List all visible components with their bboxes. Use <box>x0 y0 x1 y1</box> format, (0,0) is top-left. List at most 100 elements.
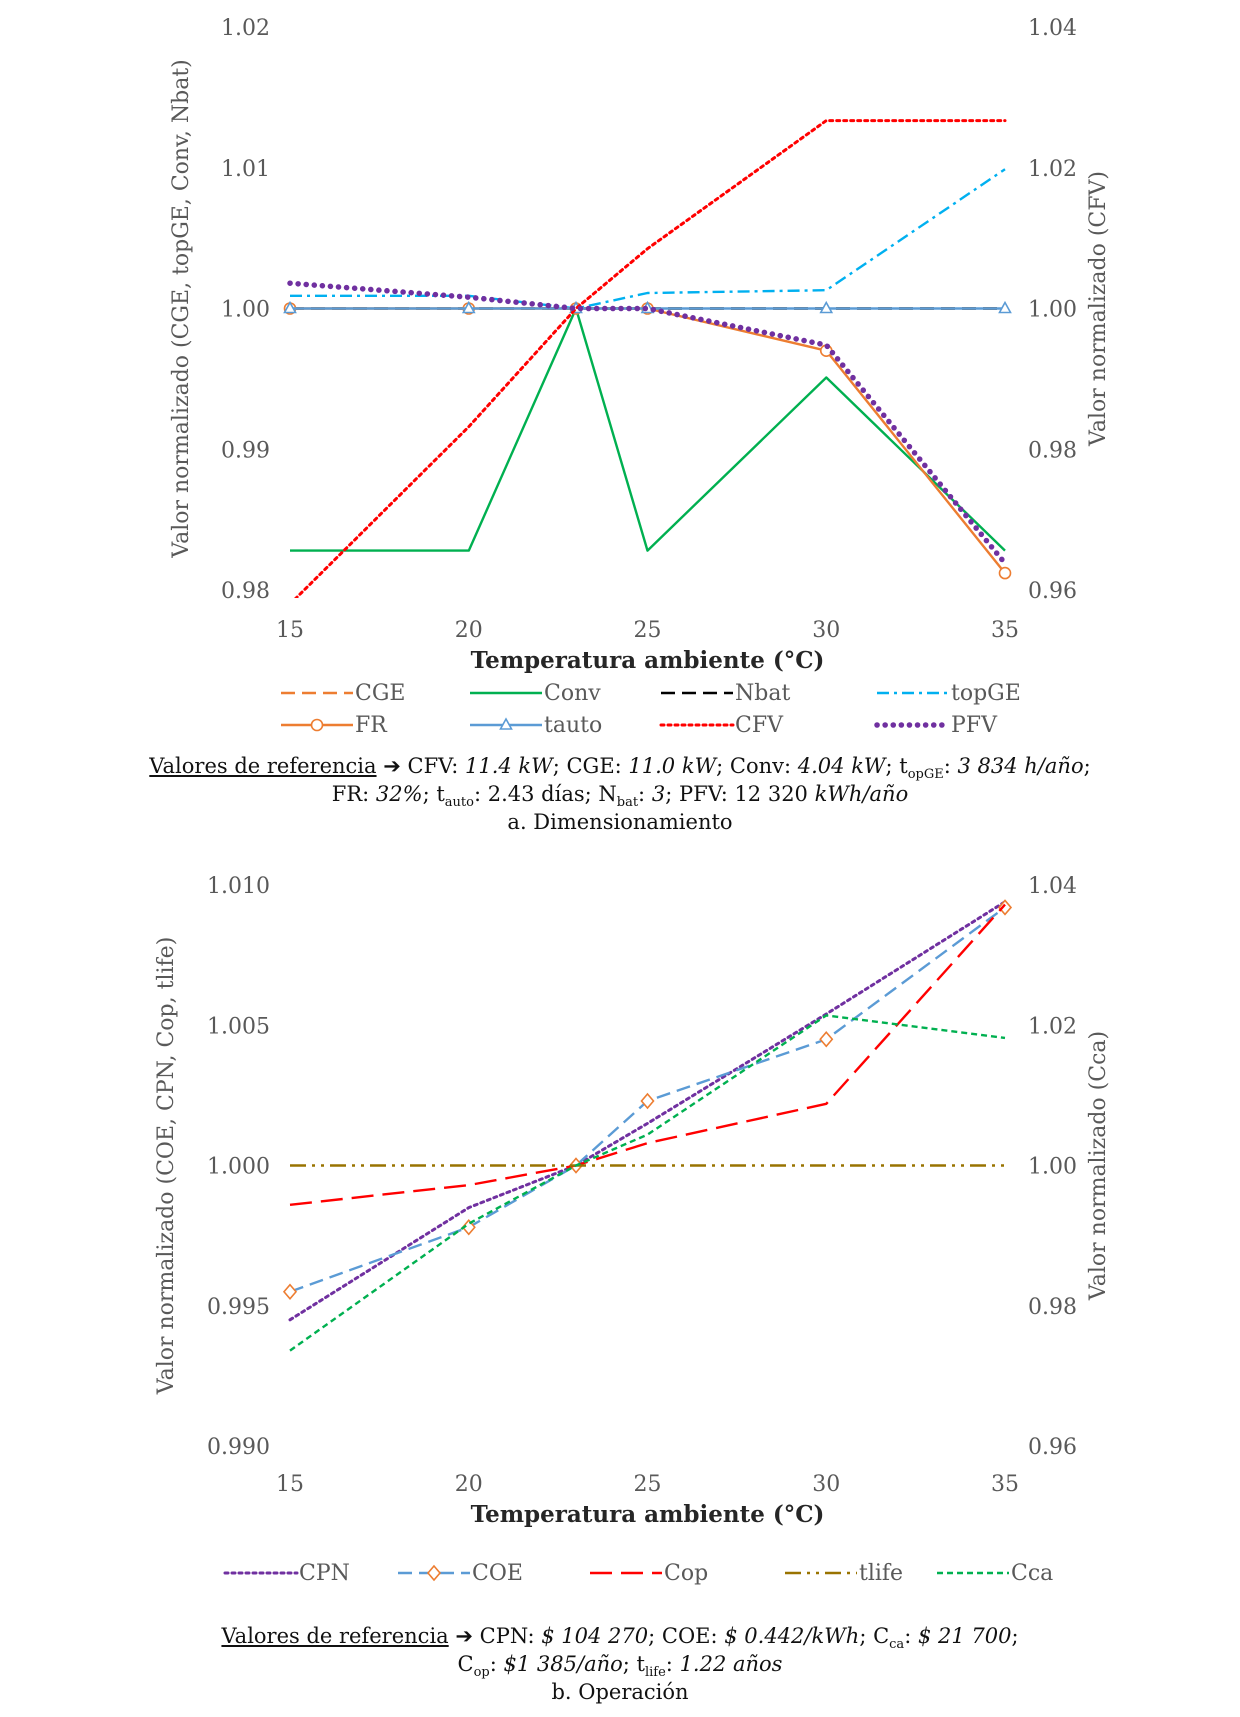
caption-text: FR: <box>331 782 376 806</box>
coe-marker <box>461 1218 476 1236</box>
y-left-tick-label: 0.99 <box>221 438 270 463</box>
caption-text: ; C <box>859 1624 890 1648</box>
y-right-tick-label: 0.98 <box>1028 438 1077 463</box>
x-tick-label: 30 <box>812 618 840 643</box>
y-right-tick-label: 1.02 <box>1028 157 1077 182</box>
caption-text: ; Conv: <box>716 754 798 778</box>
y-right-tick-label: 1.00 <box>1028 1155 1077 1180</box>
x-tick-label: 25 <box>634 618 662 643</box>
series-topge-line <box>290 168 1006 310</box>
caption-text: ca <box>889 1637 905 1653</box>
series-coe-line <box>289 906 1006 1293</box>
caption-text: : <box>665 1652 680 1676</box>
y-right-axis-title: Valor normalizado (CFV) <box>1086 171 1111 447</box>
chart-dimensionamiento: 0.98 0.99 1.00 1.01 1.02 0.96 0.98 1.00 1.02 1.04… <box>169 16 1111 738</box>
plot-area <box>282 899 1013 1352</box>
series-pfv-line <box>287 280 1008 567</box>
caption-text: ; CGE: <box>552 754 629 778</box>
caption-b-line2: Cop: $1 385/año; tlife: 1.22 años <box>0 1650 1240 1687</box>
y-right-tick-label: 1.02 <box>1028 1014 1077 1039</box>
caption-a-line1: Valores de referencia ➔ CFV: 11.4 kW; CG… <box>0 752 1240 789</box>
x-tick-label: 20 <box>455 1472 483 1497</box>
series-cpn-line <box>288 900 1007 1322</box>
legend-label-cca: Cca <box>1011 1561 1053 1586</box>
caption-text: ; t <box>885 754 908 778</box>
caption-text: 4.04 kW <box>797 754 886 778</box>
coe-marker <box>997 899 1013 916</box>
caption-b-line1: Valores de referencia ➔ CPN: $ 104 270; … <box>0 1622 1240 1659</box>
caption-text: CFV: <box>400 754 465 778</box>
legend-label-coe: COE <box>472 1561 523 1586</box>
y-right-tick-label: 0.96 <box>1028 1435 1077 1460</box>
caption-a-line2: FR: 32%; tauto: 2.43 días; Nbat: 3; PFV:… <box>0 780 1240 817</box>
tauto-marker <box>499 717 513 730</box>
caption-text: opGE <box>907 767 944 783</box>
y-left-tick-label: 1.010 <box>207 874 270 899</box>
x-tick-label: 35 <box>991 1472 1019 1497</box>
x-tick-label: 15 <box>276 1472 304 1497</box>
y-left-tick-label: 0.995 <box>207 1295 270 1320</box>
y-left-tick-label: 1.00 <box>221 298 270 323</box>
caption-text: $1 385/año <box>503 1652 623 1676</box>
x-tick-label: 15 <box>276 618 304 643</box>
caption-text: 1.22 años <box>679 1652 783 1676</box>
y-left-axis-title: Valor normalizado (COE, CPN, Cop, tlife) <box>154 937 179 1396</box>
y-right-tick-label: 1.04 <box>1028 16 1077 41</box>
caption-text: ; COE: <box>648 1624 725 1648</box>
x-axis-title: Temperatura ambiente (°C) <box>471 647 825 674</box>
x-axis-title: Temperatura ambiente (°C) <box>471 1501 825 1528</box>
plot-area <box>283 119 1012 598</box>
coe-marker <box>282 1283 298 1300</box>
legend-label-cfv: CFV <box>735 713 784 738</box>
y-right-tick-label: 0.98 <box>1028 1295 1077 1320</box>
fr-marker <box>310 718 324 732</box>
caption-text: op <box>473 1665 490 1681</box>
y-right-tick-label: 1.00 <box>1028 298 1077 323</box>
caption-text: : <box>904 1624 918 1648</box>
y-right-axis-title: Valor normalizado (Cca) <box>1086 1031 1111 1301</box>
caption-text: ; t <box>622 1652 645 1676</box>
legend-label-fr: FR <box>355 713 388 738</box>
caption-b-title: b. Operación <box>551 1680 689 1704</box>
legend-label-topge: topGE <box>951 681 1021 706</box>
legend-label-tlife: tlife <box>859 1561 903 1586</box>
caption-text: ; t <box>422 782 445 806</box>
caption-text: auto <box>444 795 474 811</box>
arrow-icon: ➔ <box>383 754 401 778</box>
caption-text: life <box>644 1665 666 1681</box>
series-fr-line <box>290 307 1006 574</box>
series-cfv-line <box>294 119 1007 598</box>
caption-text: 32% <box>375 782 423 806</box>
legend-label-nbat: Nbat <box>735 681 790 706</box>
coe-marker <box>640 1092 655 1110</box>
series-cca-line <box>289 1014 1006 1352</box>
coe-marker <box>426 1564 442 1582</box>
caption-text: 11.0 kW <box>628 754 717 778</box>
caption-text: : <box>638 782 652 806</box>
legend-label-cge: CGE <box>355 681 405 706</box>
x-tick-label: 35 <box>991 618 1019 643</box>
y-left-tick-label: 1.005 <box>207 1014 270 1039</box>
tauto-marker <box>283 300 297 314</box>
caption-text: $ 0.442/kWh <box>724 1624 860 1648</box>
y-right-tick-label: 1.04 <box>1028 874 1077 899</box>
caption-text: ; <box>1011 1624 1019 1648</box>
series-conv-line <box>290 307 1006 552</box>
arrow-icon: ➔ <box>455 1624 473 1648</box>
tauto-marker <box>819 300 834 314</box>
caption-text: : 2.43 días; N <box>473 782 617 806</box>
legend-label-pfv: PFV <box>951 713 998 738</box>
y-right-tick-label: 0.96 <box>1028 579 1077 604</box>
caption-text: ; PFV: 12 320 <box>665 782 815 806</box>
caption-text: 11.4 kW <box>464 754 553 778</box>
caption-text: 3 834 h/año <box>957 754 1084 778</box>
coe-marker <box>819 1031 834 1048</box>
caption-text: C <box>457 1652 474 1676</box>
caption-text: ; <box>1083 754 1091 778</box>
tauto-marker <box>461 300 476 314</box>
chart-operacion: 0.990 0.995 1.000 1.005 1.010 0.96 0.98 1.00 1.0… <box>154 874 1111 1586</box>
legend-label-cop: Cop <box>664 1561 708 1586</box>
x-tick-label: 30 <box>812 1472 840 1497</box>
caption-text: kWh/año <box>814 782 909 806</box>
